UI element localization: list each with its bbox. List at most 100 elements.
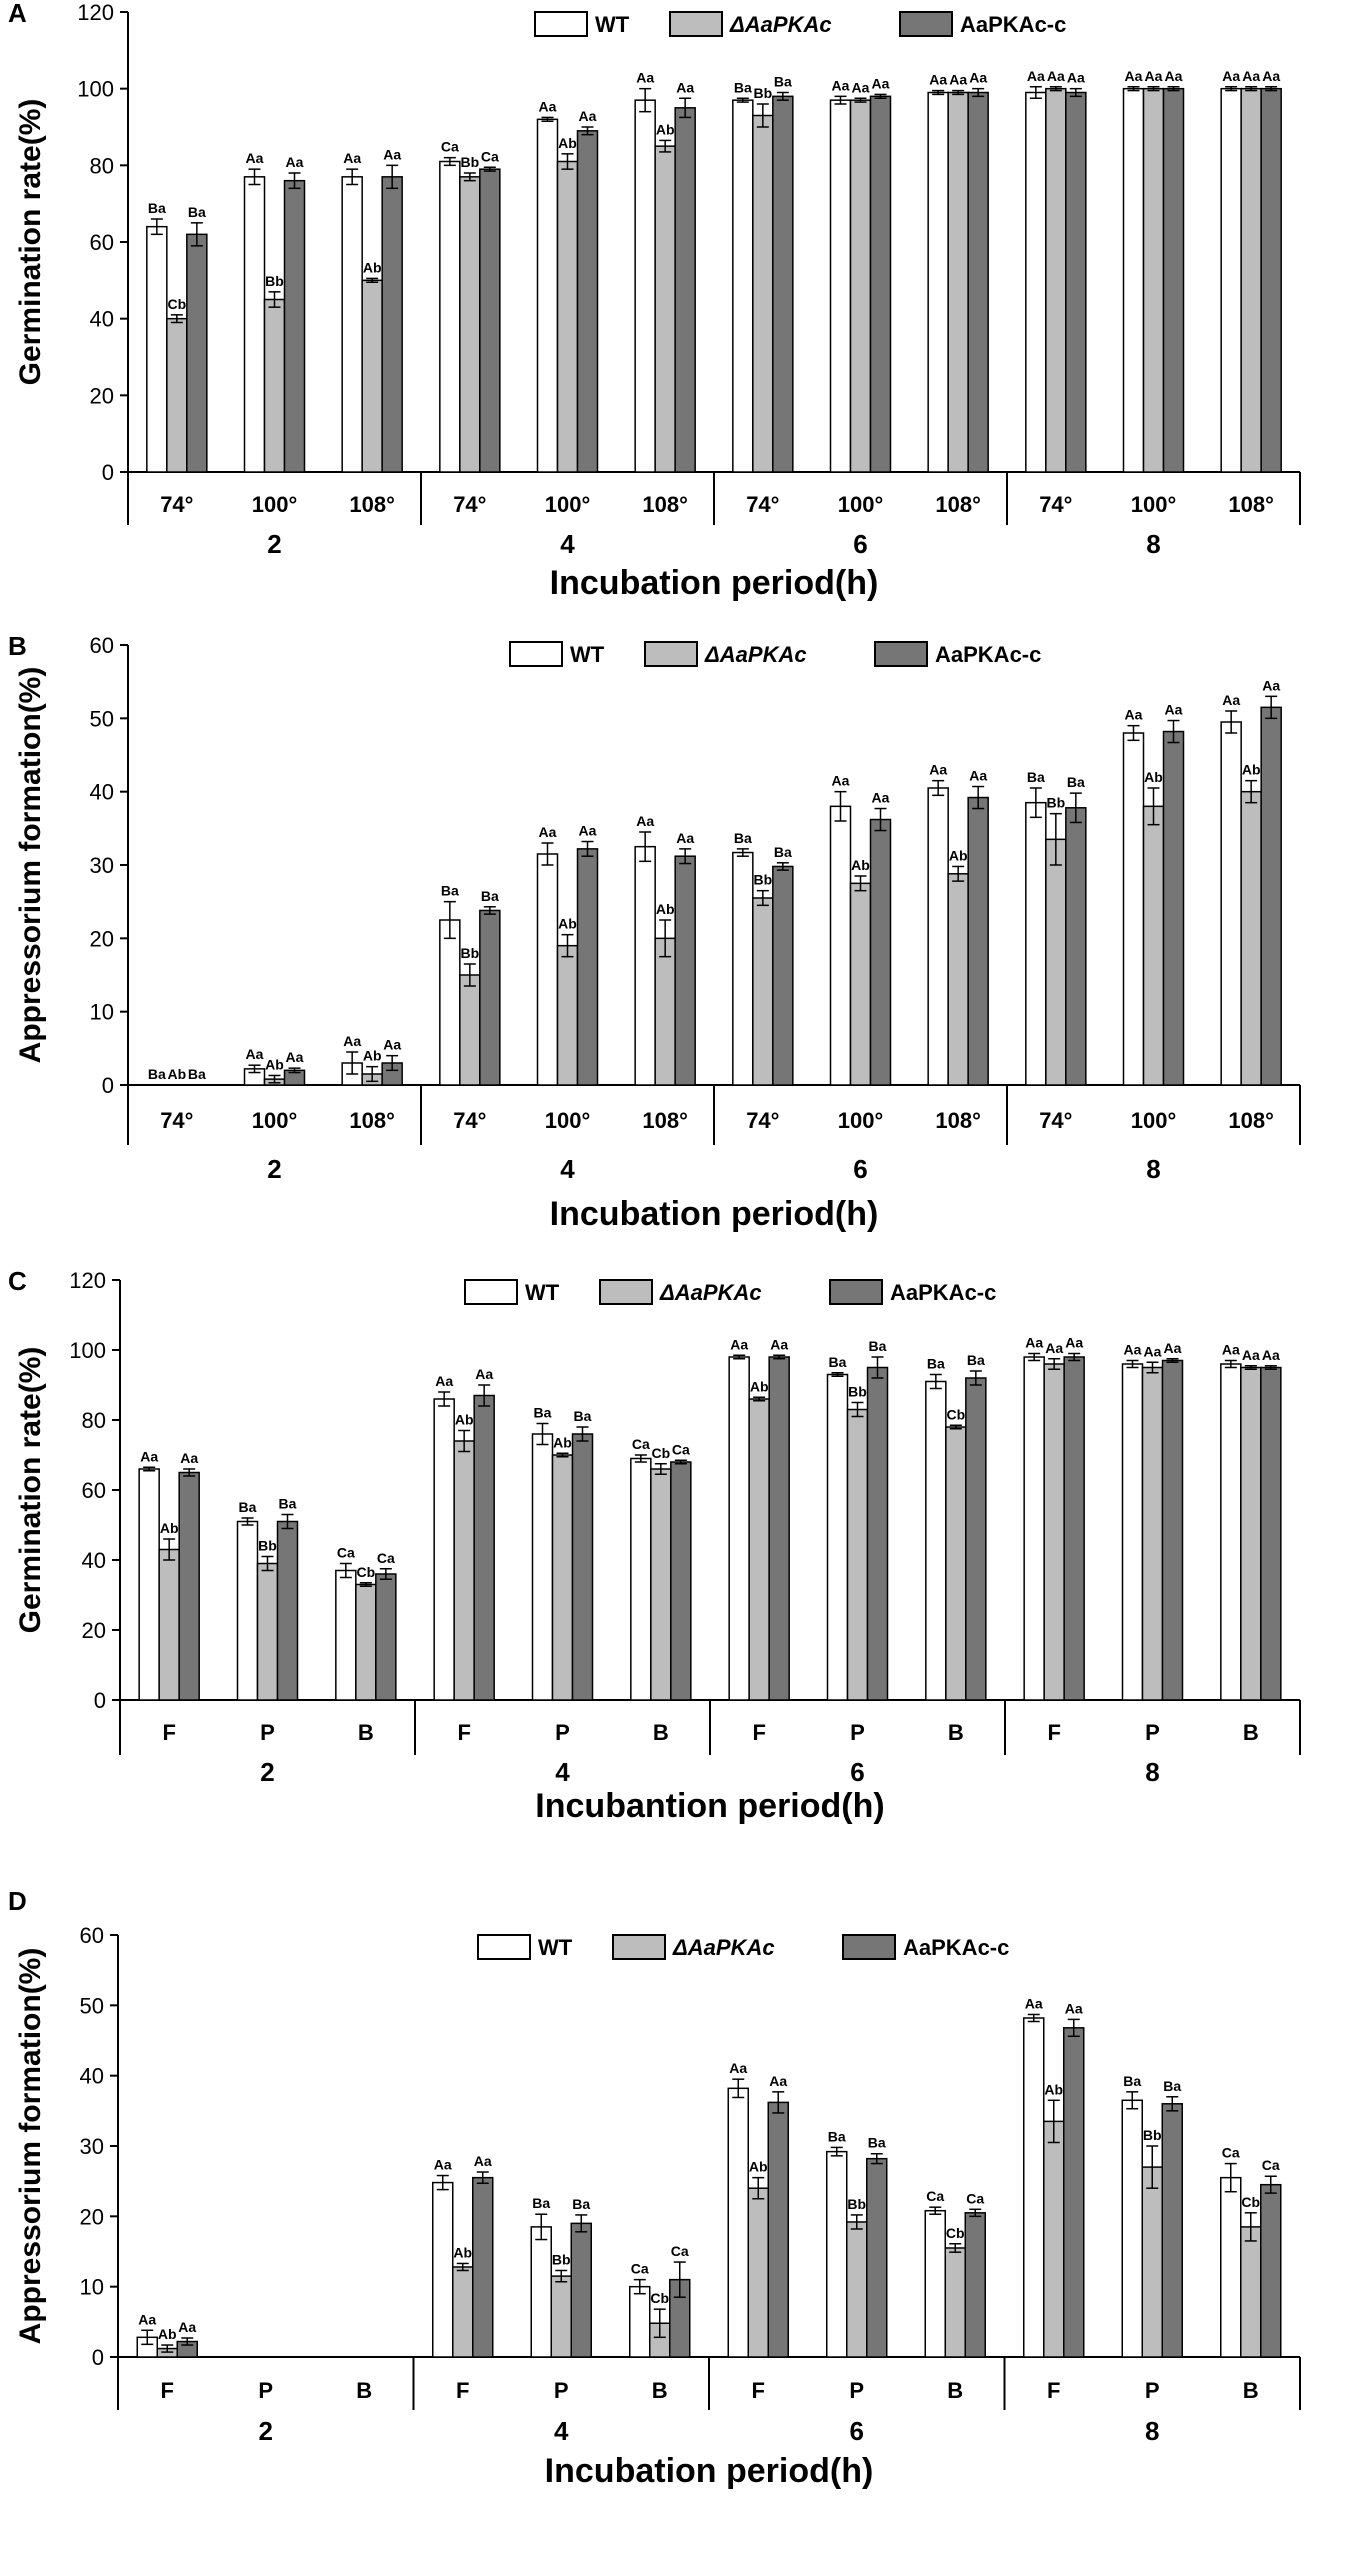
panel-d-subgroup-label: B [1243, 2378, 1259, 2403]
panel-b-ytick-label: 0 [102, 1073, 114, 1098]
panel-b-bar-ΔAaPKAc [654, 937, 676, 1086]
panel-b-subgroup-label: 100° [1131, 1108, 1177, 1133]
panel-c-ytick-label: 60 [82, 1478, 106, 1503]
panel-c-bar-ΔAaPKAc [748, 1398, 770, 1701]
panel-d-bar-WT [727, 2087, 749, 2358]
panel-c-significance-label: Ba [927, 1356, 945, 1372]
panel-c-bar-ΔAaPKAc [1043, 1363, 1065, 1701]
panel-c-bar-ΔAaPKAc [945, 1426, 967, 1701]
panel-c-bar-ΔAaPKAc [1240, 1366, 1262, 1701]
panel-d-legend-label: WT [538, 1935, 573, 1960]
panel-b-significance-label: Aa [383, 1037, 401, 1053]
panel-c-significance-label: Aa [140, 1448, 158, 1464]
panel-a-significance-label: Ab [363, 259, 382, 275]
panel-d-bar-ΔAaPKAc [1141, 2166, 1163, 2358]
panel-d-subgroup-label: B [652, 2378, 668, 2403]
panel-d-xlabel: Incubation period(h) [545, 2452, 874, 2490]
panel-b-significance-label: Ba [481, 888, 499, 904]
panel-c-subgroup-label: B [948, 1720, 964, 1745]
panel-a-bar-WT [732, 99, 754, 473]
panel-b-subgroup-label: 100° [545, 1108, 591, 1133]
panel-d-bar-ΔAaPKAc [944, 2247, 966, 2358]
panel-c-significance-label: Aa [770, 1336, 788, 1352]
panel-c-significance-label: Aa [1262, 1347, 1280, 1363]
panel-b-significance-label: Ab [265, 1056, 284, 1072]
panel-a-bar-ΔAaPKAc [361, 279, 383, 473]
panel-b-significance-label: Ab [363, 1048, 382, 1064]
panel-d-significance-label: Ca [1262, 2157, 1280, 2173]
panel-a-subgroup-label: 100° [252, 492, 298, 517]
panel-b-significance-label: Aa [832, 773, 850, 789]
panel-a-bar-ΔAaPKAc [947, 91, 969, 473]
panel-a-bar-WT [1220, 87, 1242, 473]
panel-d-ytick-label: 60 [80, 1923, 104, 1948]
panel-c-bar-AaPKAc-c [178, 1471, 200, 1701]
panel-a-bar-AaPKAc-c [186, 233, 208, 473]
panel-d-bar-ΔAaPKAc [846, 2221, 868, 2358]
panel-b-significance-label: Aa [636, 813, 654, 829]
panel-d-significance-label: Ab [453, 2244, 472, 2260]
panel-b-significance-label: Aa [1262, 677, 1280, 693]
panel-a-bar-AaPKAc-c [674, 107, 696, 473]
panel-b-bar-WT [536, 853, 559, 1086]
panel-a-significance-label: Aa [579, 108, 597, 124]
panel-a-subgroup-label: 74° [160, 492, 193, 517]
panel-b-significance-label: Aa [1222, 692, 1240, 708]
panel-c-ytick-label: 20 [82, 1618, 106, 1643]
panel-a-significance-label: Ca [481, 148, 499, 164]
panel-c-significance-label: Aa [1065, 1335, 1083, 1351]
panel-a-bar-AaPKAc-c [479, 168, 501, 473]
panel-d-subgroup-label: B [356, 2378, 372, 2403]
panel-d-ytick-label: 40 [80, 2064, 104, 2089]
panel-d-bar-ΔAaPKAc [747, 2187, 769, 2358]
panel-c-significance-label: Aa [1164, 1340, 1182, 1356]
panel-d-significance-label: Ba [828, 2128, 846, 2144]
panel-a-ytick-label: 80 [90, 153, 114, 178]
panel-d-significance-label: Ba [1123, 2073, 1141, 2089]
panel-a-bar-WT [341, 176, 363, 473]
panel-a-significance-label: Aa [872, 75, 890, 91]
panel-a-significance-label: Aa [246, 150, 264, 166]
panel-a-bar-WT [536, 118, 559, 473]
panel-a-subgroup-label: 108° [1228, 492, 1274, 517]
panel-c-subgroup-label: P [260, 1720, 275, 1745]
panel-a-bar-ΔAaPKAc [166, 317, 188, 473]
panel-b-legend-label: AaPKAc-c [935, 642, 1041, 667]
panel-d-ytick-label: 50 [80, 1993, 104, 2018]
panel-c-significance-label: Aa [435, 1373, 453, 1389]
panel-b-significance-label: Aa [286, 1049, 304, 1065]
panel-d-significance-label: Bb [552, 2251, 571, 2267]
panel-a-subgroup-label: 108° [642, 492, 688, 517]
panel-a-significance-label: Ba [734, 79, 752, 95]
panel-d-bar-WT [1023, 2017, 1045, 2358]
panel-c-bar-AaPKAc-c [1161, 1359, 1184, 1701]
panel-c-bar-AaPKAc-c [1260, 1366, 1282, 1701]
panel-c-bar-ΔAaPKAc [158, 1548, 180, 1701]
panel-a-legend-swatch [534, 11, 588, 37]
panel-c-significance-label: Aa [1025, 1335, 1043, 1351]
panel-d-subgroup-label: P [1145, 2378, 1160, 2403]
panel-b-bar-WT [829, 805, 852, 1086]
panel-a-ytick-label: 120 [77, 0, 114, 25]
panel-c-bar-ΔAaPKAc [453, 1440, 475, 1701]
panel-c-significance-label: Ab [750, 1378, 769, 1394]
panel-d-group-label: 8 [1145, 2416, 1159, 2446]
panel-a-subgroup-label: 100° [545, 492, 591, 517]
panel-a-bar-AaPKAc-c [1260, 87, 1282, 473]
panel-d-subgroup-label: P [258, 2378, 273, 2403]
panel-a-letter: A [8, 0, 27, 28]
panel-b-bar-WT [927, 787, 949, 1086]
panel-c-significance-label: Ab [553, 1434, 572, 1450]
panel-c-group-label: 6 [850, 1757, 864, 1787]
panel-b-group-label: 6 [853, 1154, 867, 1184]
panel-b-legend-label: WT [570, 642, 605, 667]
panel-d-bar-WT [629, 2285, 651, 2358]
panel-d-significance-label: Ba [572, 2196, 590, 2212]
panel-d-significance-label: Ab [749, 2159, 768, 2175]
panel-a-bar-ΔAaPKAc [556, 160, 579, 473]
panel-c-ytick-label: 40 [82, 1548, 106, 1573]
panel-b-significance-label: Aa [579, 823, 597, 839]
panel-a-bar-WT [829, 99, 852, 473]
panel-c-bar-ΔAaPKAc [256, 1562, 279, 1701]
panel-b-subgroup-label: 74° [746, 1108, 779, 1133]
